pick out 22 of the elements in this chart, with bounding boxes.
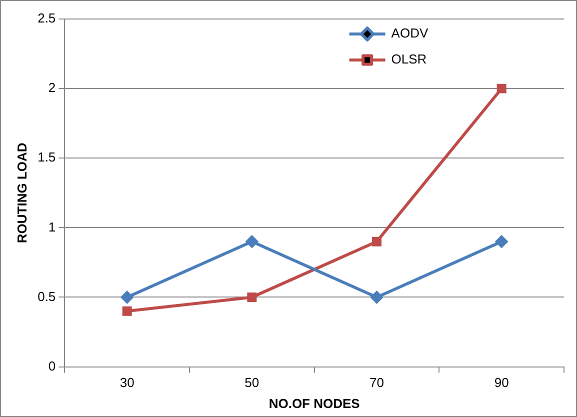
legend-label: AODV (391, 26, 428, 41)
x-tick-label: 50 (244, 375, 260, 390)
point (120, 290, 134, 304)
point (247, 292, 257, 302)
point (370, 290, 384, 304)
point (495, 235, 508, 248)
x-tick-label: 70 (370, 375, 384, 390)
y-tick-label: 0 (48, 358, 56, 374)
y-tick-label: 1.5 (38, 150, 56, 165)
x-axis-title: NO.OF NODES (268, 396, 360, 411)
point (496, 84, 506, 94)
y-tick-label: 2 (48, 80, 56, 96)
x-tick-label: 90 (494, 375, 509, 390)
point (372, 236, 382, 246)
y-tick-label: 1 (48, 219, 56, 234)
point (245, 235, 258, 248)
y-tick-label: 2.5 (38, 10, 56, 26)
y-axis-title: ROUTING LOAD (14, 142, 30, 244)
legend-label: OLSR (391, 52, 427, 67)
point (122, 306, 132, 316)
y-tick-label: 0.5 (38, 288, 56, 304)
x-tick-label: 30 (120, 375, 134, 390)
